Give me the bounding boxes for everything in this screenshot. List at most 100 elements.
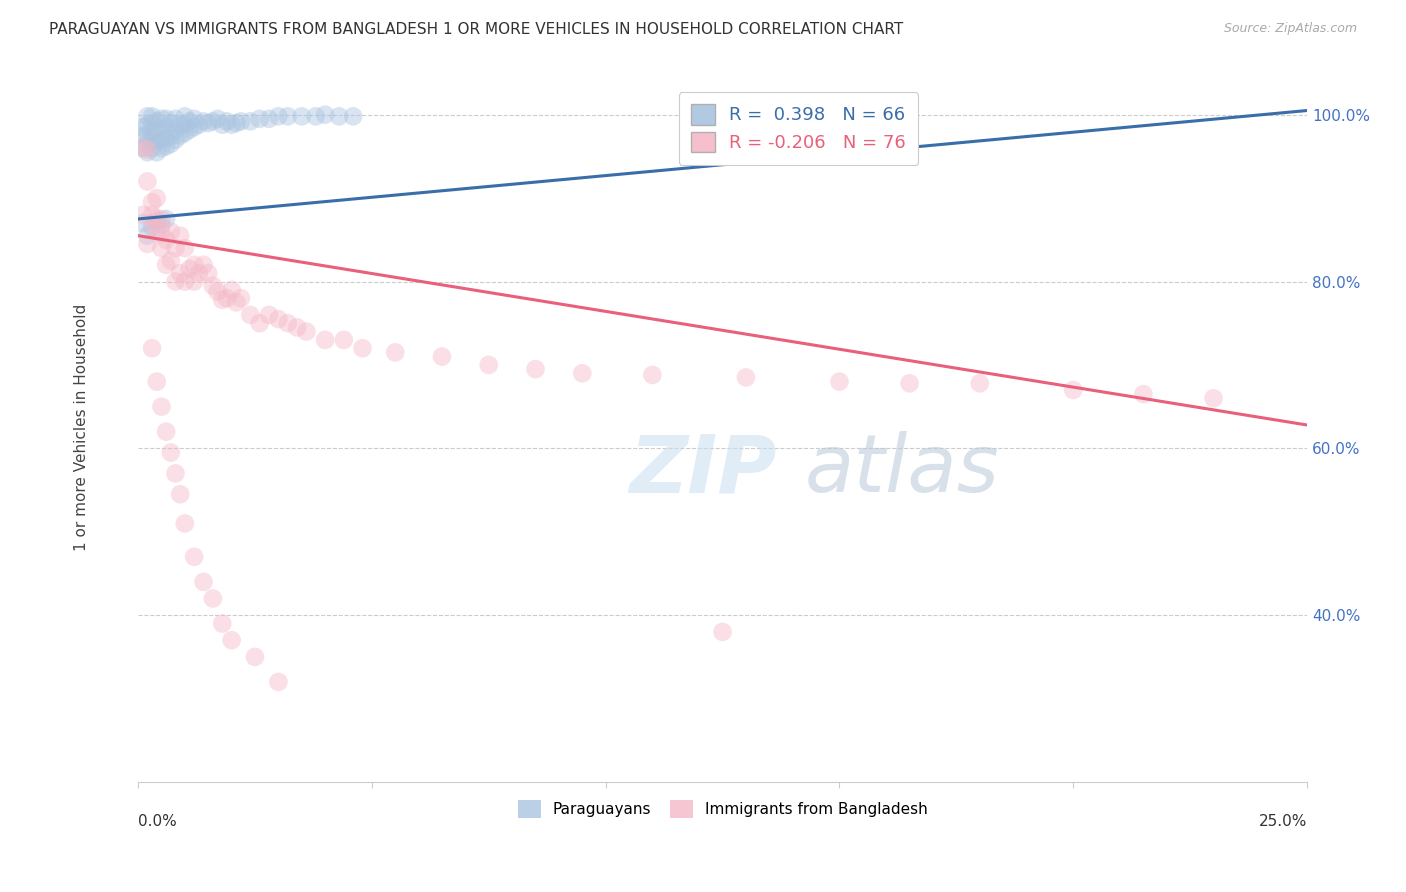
Point <box>165 275 187 289</box>
Point <box>183 275 205 289</box>
Point <box>207 285 229 299</box>
Point <box>141 141 163 155</box>
Point <box>146 114 169 128</box>
Point <box>295 325 318 339</box>
Point <box>165 112 187 126</box>
Point <box>430 350 453 364</box>
Point <box>197 116 219 130</box>
Point <box>229 114 252 128</box>
Text: PARAGUAYAN VS IMMIGRANTS FROM BANGLADESH 1 OR MORE VEHICLES IN HOUSEHOLD CORRELA: PARAGUAYAN VS IMMIGRANTS FROM BANGLADESH… <box>49 22 904 37</box>
Point <box>267 109 290 123</box>
Point <box>132 208 155 222</box>
Point <box>155 211 177 226</box>
Point <box>146 375 169 389</box>
Point <box>136 228 159 243</box>
Point <box>150 133 173 147</box>
Point <box>141 133 163 147</box>
Point <box>291 109 314 123</box>
Point <box>221 283 243 297</box>
Point <box>150 400 173 414</box>
Point <box>165 122 187 136</box>
Point <box>136 136 159 151</box>
Point <box>173 241 195 255</box>
Point <box>150 122 173 136</box>
Point <box>165 133 187 147</box>
Point <box>173 109 195 123</box>
Point <box>183 120 205 135</box>
Point <box>201 591 224 606</box>
Point <box>267 674 290 689</box>
Point <box>150 241 173 255</box>
Point <box>141 195 163 210</box>
Point <box>243 649 266 664</box>
Point <box>169 266 191 280</box>
Point <box>179 114 201 128</box>
Point <box>267 312 290 326</box>
Point <box>277 109 299 123</box>
Point <box>179 122 201 136</box>
Point <box>146 225 169 239</box>
Point <box>136 143 159 157</box>
Point <box>141 109 163 123</box>
Point <box>165 241 187 255</box>
Point <box>221 118 243 132</box>
Point <box>215 114 238 128</box>
Point <box>150 141 173 155</box>
Point <box>641 368 664 382</box>
Point <box>141 341 163 355</box>
Point <box>146 145 169 160</box>
Point <box>711 624 734 639</box>
Point <box>159 253 181 268</box>
Point <box>207 112 229 126</box>
Point <box>155 233 177 247</box>
Point <box>183 258 205 272</box>
Point <box>969 376 991 391</box>
Text: 1 or more Vehicles in Household: 1 or more Vehicles in Household <box>75 304 90 551</box>
Point <box>898 376 921 391</box>
Point <box>342 109 364 123</box>
Point <box>183 112 205 126</box>
Point <box>159 116 181 130</box>
Point <box>136 145 159 160</box>
Point <box>159 128 181 143</box>
Point <box>249 112 271 126</box>
Point <box>257 112 280 126</box>
Point <box>524 362 547 376</box>
Text: 0.0%: 0.0% <box>138 814 177 829</box>
Point <box>169 128 191 143</box>
Point <box>211 616 233 631</box>
Point <box>239 308 262 322</box>
Point <box>141 220 163 235</box>
Point <box>150 218 173 232</box>
Point <box>328 109 350 123</box>
Point <box>239 114 262 128</box>
Point <box>146 126 169 140</box>
Point <box>146 191 169 205</box>
Point <box>141 124 163 138</box>
Point <box>155 139 177 153</box>
Point <box>384 345 406 359</box>
Point <box>314 108 336 122</box>
Legend: Paraguayans, Immigrants from Bangladesh: Paraguayans, Immigrants from Bangladesh <box>512 794 934 824</box>
Point <box>173 516 195 531</box>
Point <box>215 291 238 305</box>
Point <box>132 120 155 135</box>
Text: 25.0%: 25.0% <box>1258 814 1308 829</box>
Point <box>141 116 163 130</box>
Point <box>136 237 159 252</box>
Point <box>211 118 233 132</box>
Point <box>169 118 191 132</box>
Point <box>571 366 593 380</box>
Point <box>165 467 187 481</box>
Point <box>187 118 209 132</box>
Point <box>132 141 155 155</box>
Point <box>159 445 181 459</box>
Point <box>285 320 308 334</box>
Point <box>193 574 215 589</box>
Point <box>173 118 195 132</box>
Point <box>735 370 758 384</box>
Point <box>155 112 177 126</box>
Point <box>225 295 247 310</box>
Point <box>1062 383 1084 397</box>
Point <box>150 226 173 240</box>
